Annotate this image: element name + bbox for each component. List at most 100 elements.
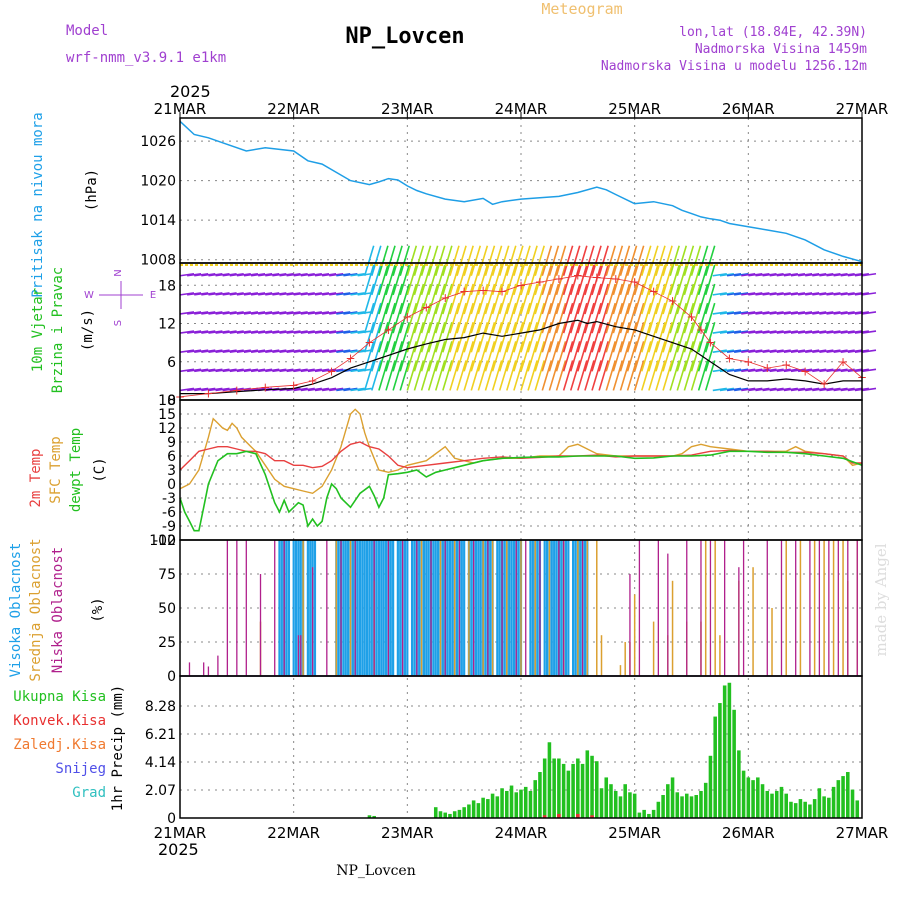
- wind-barb: [712, 387, 727, 392]
- wind-barb: [662, 264, 673, 296]
- wind-barb: [427, 283, 439, 315]
- x-tick-bottom: 23MAR: [381, 824, 434, 842]
- wind-barb: [314, 292, 330, 296]
- wind-barb: [286, 311, 301, 315]
- wind-title2: Brzina i Pravac: [50, 267, 66, 393]
- x-tick-bottom: 26MAR: [722, 824, 775, 842]
- wind-barb: [748, 387, 763, 392]
- precip-total-bar: [580, 763, 585, 818]
- wind-barb: [456, 283, 467, 315]
- wind-barb: [769, 311, 784, 315]
- wind-barb: [484, 360, 496, 391]
- wind-barb: [201, 330, 216, 334]
- precip-total-bar: [495, 796, 500, 818]
- panel-frame-precip: [179, 675, 863, 819]
- precip-total-bar: [846, 772, 850, 818]
- precip-total-bar: [372, 815, 376, 818]
- x-tick-top: 25MAR: [608, 100, 661, 118]
- precip-ylabel: 1hr Precip (mm): [110, 685, 126, 811]
- precip-total-bar: [765, 790, 770, 818]
- wind-barb: [513, 283, 524, 315]
- wind-barb: [229, 349, 244, 354]
- wind-barb: [769, 387, 784, 392]
- wind-barb: [719, 368, 735, 373]
- model-name: wrf-nmm_v3.9.1 e1km: [66, 50, 226, 66]
- wind-barb: [506, 321, 517, 353]
- wind-barb: [399, 245, 410, 276]
- wind-barb: [491, 283, 503, 315]
- precip-conv-bar: [557, 813, 561, 818]
- wind-barb: [633, 360, 645, 391]
- model-elevation-label: Nadmorska Visina u modelu 1256.12m: [601, 59, 867, 74]
- wind-barb: [399, 341, 410, 372]
- precip-legend-item: Grad: [72, 785, 106, 801]
- wind-barb: [229, 311, 244, 315]
- wind-barb: [449, 360, 460, 391]
- y-tick-wind: 6: [167, 355, 176, 371]
- wind-barb: [569, 245, 581, 276]
- wind-barb: [201, 272, 216, 277]
- wind-barb: [683, 264, 695, 296]
- wind-barb: [258, 349, 273, 354]
- wind-barb: [847, 387, 862, 392]
- wind-barb: [762, 368, 777, 373]
- wind-barb: [769, 349, 784, 354]
- wind-barb: [186, 292, 202, 296]
- wind-barb: [300, 387, 315, 392]
- wind-barb: [186, 387, 202, 392]
- wind-barb: [833, 368, 848, 373]
- wind-ylabel: (m/s): [80, 309, 96, 351]
- precip-total-bar: [817, 788, 822, 818]
- wind-barb: [343, 330, 358, 334]
- wind-barb: [783, 387, 798, 392]
- wind-barb: [378, 341, 389, 372]
- wind-barb: [343, 349, 358, 354]
- wind-barb: [314, 349, 330, 354]
- wind-barb: [314, 272, 330, 277]
- precip-total-bar: [789, 801, 793, 818]
- wind-barb: [648, 341, 659, 372]
- wind-barb: [506, 341, 517, 372]
- precip-total-bar: [609, 784, 613, 818]
- wind-barb: [371, 245, 382, 276]
- wind-barb: [279, 349, 294, 354]
- wind-barb: [449, 245, 460, 276]
- wind-barb: [406, 321, 418, 353]
- wind-barb: [194, 387, 209, 392]
- tick-labels: 21MAR 21MAR 22MAR 22MAR 23MAR 23MAR 24MAR 24MAR…: [140, 100, 888, 842]
- wind-barb: [194, 368, 209, 373]
- wind-barb: [591, 302, 602, 334]
- wind-barb: [392, 302, 403, 334]
- precip-total-bar: [471, 800, 476, 818]
- wind-barb: [577, 321, 588, 353]
- wind-barb: [258, 292, 273, 296]
- wind-barb: [697, 264, 709, 296]
- wind-barb: [434, 321, 446, 353]
- precip-total-bar: [656, 801, 661, 818]
- precip-total-bar: [713, 716, 717, 818]
- precip-total-bar: [632, 793, 637, 818]
- wind-barb: [470, 302, 482, 334]
- wind-barb: [442, 341, 453, 372]
- wind-barb: [300, 311, 315, 315]
- wind-barb: [449, 283, 460, 315]
- wind-barb: [648, 302, 659, 334]
- wind-barb: [704, 341, 716, 372]
- wind-barb: [704, 302, 716, 334]
- wind-barb: [286, 272, 301, 277]
- wind-barb: [790, 368, 806, 373]
- precip-total-bar: [737, 750, 741, 818]
- precip-conv-bar: [542, 815, 547, 818]
- wind-barb: [378, 302, 389, 334]
- wind-title: 10m Vjetar: [30, 288, 46, 372]
- wind-barb: [470, 245, 482, 276]
- precip-total-bar: [703, 782, 708, 818]
- wind-barb: [243, 292, 259, 296]
- y-tick-temperature: -3: [162, 491, 176, 507]
- wind-barb: [350, 387, 365, 392]
- precip-total-bar: [547, 742, 552, 818]
- wind-barb: [215, 272, 230, 277]
- wind-barb: [719, 387, 735, 392]
- wind-barb: [350, 330, 365, 334]
- wind-barb: [385, 245, 396, 276]
